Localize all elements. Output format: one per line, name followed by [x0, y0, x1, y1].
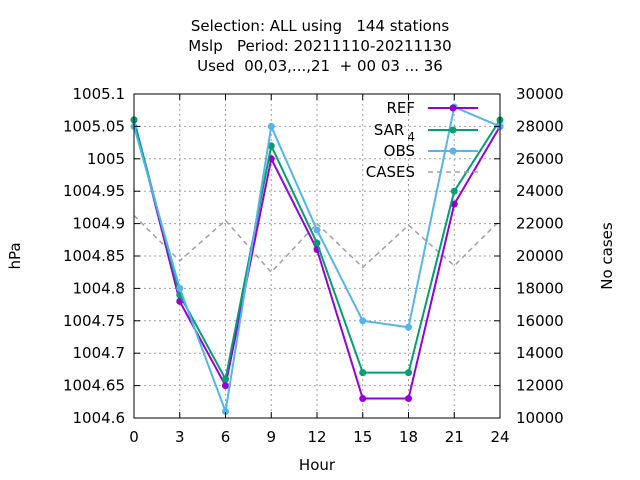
legend-label-sar: SAR 4 [374, 121, 415, 144]
y2-tick-label: 18000 [516, 279, 564, 297]
data-point-ref [405, 395, 412, 403]
data-point-obs [405, 323, 412, 331]
x-tick-label: 24 [490, 428, 509, 446]
y-tick-label: 1004.6 [73, 409, 126, 427]
x-tick-label: 9 [266, 428, 276, 446]
y-tick-label: 1004.8 [73, 279, 126, 297]
y-tick-label: 1004.85 [63, 247, 125, 265]
legend-label-obs: OBS [384, 142, 415, 160]
y2-axis-label: No cases [598, 222, 616, 290]
legend-marker-ref [449, 104, 457, 112]
y2-tick-label: 12000 [516, 377, 564, 395]
x-tick-label: 12 [307, 428, 326, 446]
y-tick-label: 1004.7 [73, 344, 126, 362]
y2-tick-label: 16000 [516, 312, 564, 330]
legend-marker-sar [449, 126, 457, 134]
y-tick-label: 1005.05 [63, 117, 125, 135]
x-tick-label: 0 [129, 428, 139, 446]
y-axis-label: hPa [6, 242, 24, 269]
data-point-obs [359, 317, 367, 325]
y2-tick-label: 26000 [516, 150, 564, 168]
y2-tick-label: 14000 [516, 344, 564, 362]
title-line-3: Used 00,03,...,21 + 00 03 ... 36 [197, 57, 443, 75]
y2-tick-label: 22000 [516, 215, 564, 233]
data-point-obs [267, 122, 275, 130]
y2-tick-label: 30000 [516, 85, 564, 103]
x-tick-label: 3 [175, 428, 185, 446]
data-point-sar [313, 239, 321, 247]
legend-label-ref: REF [386, 99, 415, 117]
y2-tick-label: 10000 [516, 409, 564, 427]
x-tick-label: 6 [221, 428, 231, 446]
data-point-sar [359, 369, 367, 377]
series-layer [130, 103, 504, 416]
data-point-obs [176, 284, 184, 292]
y-tick-label: 1005 [87, 150, 125, 168]
x-tick-label: 21 [445, 428, 464, 446]
axes: 0 3 6 9 12 15 18 21 24 1004.6 1004.65 1004.7 1004.75… [63, 85, 564, 446]
data-point-obs [222, 408, 229, 416]
legend-marker-obs [449, 147, 457, 155]
y-tick-label: 1004.95 [63, 182, 125, 200]
data-point-sar [450, 187, 458, 195]
data-point-ref [450, 200, 458, 208]
y-tick-label: 1004.75 [63, 312, 125, 330]
y-tick-label: 1004.9 [73, 215, 126, 233]
data-point-obs [313, 226, 321, 234]
y2-tick-label: 24000 [516, 182, 564, 200]
x-tick-label: 15 [353, 428, 372, 446]
title-line-1: Selection: ALL using 144 stations [190, 17, 450, 35]
legend-label-cases: CASES [366, 163, 415, 181]
y-tick-label: 1005.1 [73, 85, 126, 103]
y2-tick-label: 20000 [516, 247, 564, 265]
data-point-ref [359, 395, 367, 403]
x-axis-label: Hour [299, 456, 336, 474]
title-line-2: Mslp Period: 20211110-20211130 [188, 37, 452, 55]
y-tick-label: 1004.65 [63, 377, 125, 395]
data-point-sar [267, 142, 275, 150]
data-point-ref [222, 382, 229, 390]
x-tick-label: 18 [399, 428, 418, 446]
data-point-sar [405, 369, 412, 377]
y2-tick-label: 28000 [516, 117, 564, 135]
grid [134, 94, 500, 418]
data-point-sar [222, 375, 229, 383]
